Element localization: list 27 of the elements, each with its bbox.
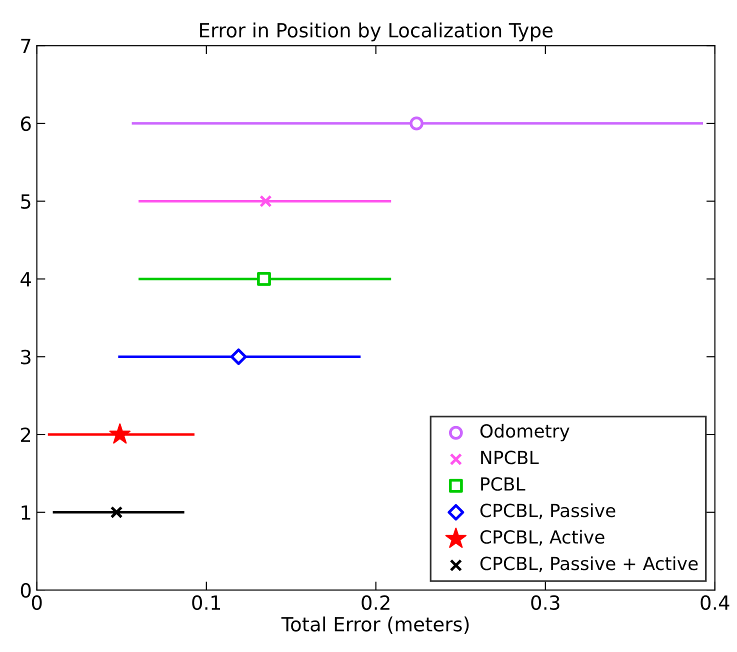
y-tick-label: 2 bbox=[21, 427, 30, 442]
legend-label: Odometry bbox=[480, 424, 570, 442]
y-tick-label: 4 bbox=[20, 272, 31, 286]
legend-label: CPCBL, Passive + Active bbox=[480, 556, 698, 572]
x-tick-label: 0.4 bbox=[700, 595, 730, 610]
y-tick-label: 1 bbox=[22, 505, 30, 520]
point bbox=[109, 423, 131, 444]
chart-title: Error in Position by Localization Type bbox=[200, 22, 553, 42]
legend-label: NPCBL bbox=[481, 450, 539, 464]
y-tick-label: 7 bbox=[21, 38, 30, 54]
point bbox=[410, 116, 424, 130]
legend-label: PCBL bbox=[481, 477, 526, 491]
x-tick-label: 0.2 bbox=[362, 595, 390, 610]
x-tick-label: 0 bbox=[32, 595, 42, 610]
x-axis-title: Total Error (meters) bbox=[281, 616, 469, 634]
point bbox=[110, 506, 123, 519]
y-tick-label: 0 bbox=[20, 583, 31, 598]
y-tick-label: 5 bbox=[21, 194, 30, 209]
y-tick-label: 6 bbox=[20, 116, 31, 132]
point bbox=[257, 272, 271, 286]
legend-label: CPCBL, Passive bbox=[480, 503, 616, 520]
x-tick-label: 0.1 bbox=[192, 595, 220, 610]
y-tick-label: 3 bbox=[21, 350, 30, 364]
point bbox=[230, 348, 247, 365]
point bbox=[259, 194, 272, 208]
x-tick-label: 0.3 bbox=[531, 595, 560, 610]
legend-label: CPCBL, Active bbox=[480, 530, 604, 546]
